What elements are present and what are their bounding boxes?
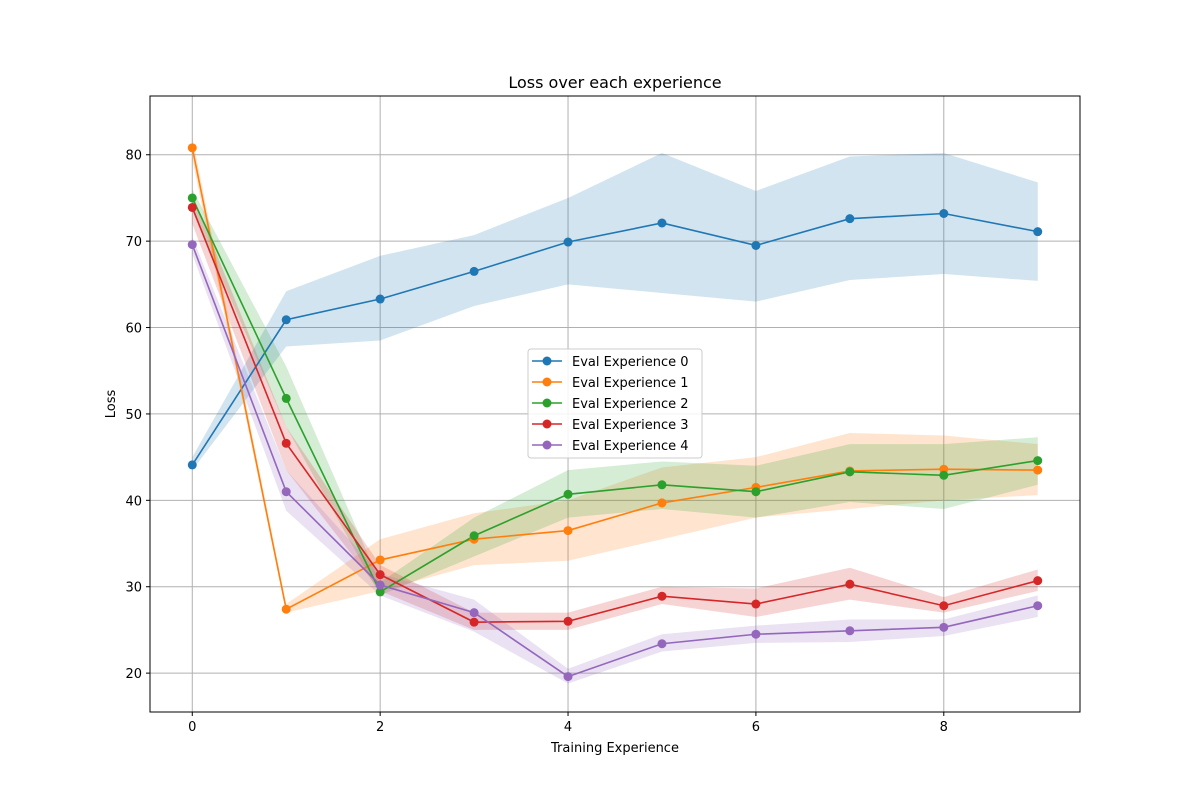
series-4-point xyxy=(281,487,291,497)
series-2-point xyxy=(1033,456,1043,466)
series-0-line xyxy=(191,212,1038,466)
series-3-point xyxy=(845,579,855,589)
x-tick-label: 2 xyxy=(376,720,384,735)
series-0-point xyxy=(657,218,667,228)
series-4-line xyxy=(191,244,1038,678)
series-2-point xyxy=(375,587,385,597)
series-2-point xyxy=(281,393,291,403)
series-1-line xyxy=(191,147,1038,611)
x-tick-label: 8 xyxy=(940,720,948,735)
series-1-point xyxy=(281,604,291,614)
series-1-point xyxy=(657,498,667,508)
series-2-point xyxy=(751,487,761,497)
series-1-point xyxy=(1033,465,1043,475)
series-4-point xyxy=(187,240,197,250)
series-2-band xyxy=(192,189,1038,596)
axis-ticks: 0 2 4 6 8 20 30 40 50 60 70 80 xyxy=(125,149,947,735)
series-3-line xyxy=(191,207,1038,623)
chart-title: Loss over each experience xyxy=(508,73,721,92)
legend-box xyxy=(527,348,703,459)
series-lines xyxy=(191,147,1038,678)
legend-label: Eval Experience 1 xyxy=(572,376,689,391)
series-2-point xyxy=(845,467,855,477)
series-4-point xyxy=(1033,601,1043,611)
series-1-point xyxy=(563,526,573,536)
series-3-point xyxy=(563,616,573,626)
series-4-point xyxy=(469,608,479,618)
series-1-band xyxy=(192,137,1038,613)
series-0-point xyxy=(563,237,573,247)
legend-swatch-marker xyxy=(542,377,552,387)
y-tick-label: 30 xyxy=(125,581,142,596)
x-tick-label: 0 xyxy=(188,720,196,735)
series-3-point xyxy=(657,591,667,601)
legend-swatch-marker xyxy=(542,356,552,366)
series-3-point xyxy=(1033,576,1043,586)
legend-label: Eval Experience 0 xyxy=(572,355,689,370)
series-4-point xyxy=(375,580,385,590)
series-0-point xyxy=(751,240,761,250)
series-0-band xyxy=(192,153,1038,471)
y-tick-label: 70 xyxy=(125,235,142,250)
y-tick-label: 20 xyxy=(125,667,142,682)
series-1-point xyxy=(187,143,197,153)
legend-label: Eval Experience 2 xyxy=(572,397,689,412)
series-4-point xyxy=(657,639,667,649)
series-0-point xyxy=(281,315,291,325)
legend: Eval Experience 0 Eval Experience 1 Eval E… xyxy=(527,348,703,459)
x-axis-label: Training Experience xyxy=(550,741,679,756)
legend-swatch-marker xyxy=(542,440,552,450)
series-3-point xyxy=(281,438,291,448)
series-3-point xyxy=(751,599,761,609)
series-2-point xyxy=(939,470,949,480)
series-0-point xyxy=(939,208,949,218)
legend-swatch-marker xyxy=(542,419,552,429)
series-0-point xyxy=(375,294,385,304)
series-2-point xyxy=(469,531,479,541)
x-tick-label: 6 xyxy=(752,720,760,735)
plot-frame xyxy=(149,95,1081,713)
series-points xyxy=(187,143,1043,682)
confidence-bands xyxy=(192,137,1038,684)
x-tick-label: 4 xyxy=(564,720,572,735)
y-tick-label: 40 xyxy=(125,494,142,509)
series-4-point xyxy=(563,672,573,682)
y-tick-label: 50 xyxy=(125,408,142,423)
series-4-point xyxy=(939,622,949,632)
series-3-point xyxy=(469,617,479,627)
series-1-point xyxy=(375,555,385,565)
legend-label: Eval Experience 3 xyxy=(572,418,689,433)
series-4-point xyxy=(845,626,855,636)
series-2-point xyxy=(563,489,573,499)
series-0-point xyxy=(845,214,855,224)
series-3-point xyxy=(375,570,385,580)
legend-label: Eval Experience 4 xyxy=(572,439,689,454)
legend-swatch-marker xyxy=(542,398,552,408)
series-0-point xyxy=(1033,227,1043,237)
series-0-point xyxy=(187,460,197,470)
series-2-point xyxy=(657,480,667,490)
series-3-point xyxy=(187,202,197,212)
y-tick-label: 60 xyxy=(125,322,142,337)
series-2-line xyxy=(191,197,1038,594)
series-3-point xyxy=(939,601,949,611)
series-2-point xyxy=(187,193,197,203)
y-tick-label: 80 xyxy=(125,149,142,164)
series-0-point xyxy=(469,266,479,276)
series-4-point xyxy=(751,629,761,639)
y-axis-label: Loss xyxy=(104,390,119,419)
